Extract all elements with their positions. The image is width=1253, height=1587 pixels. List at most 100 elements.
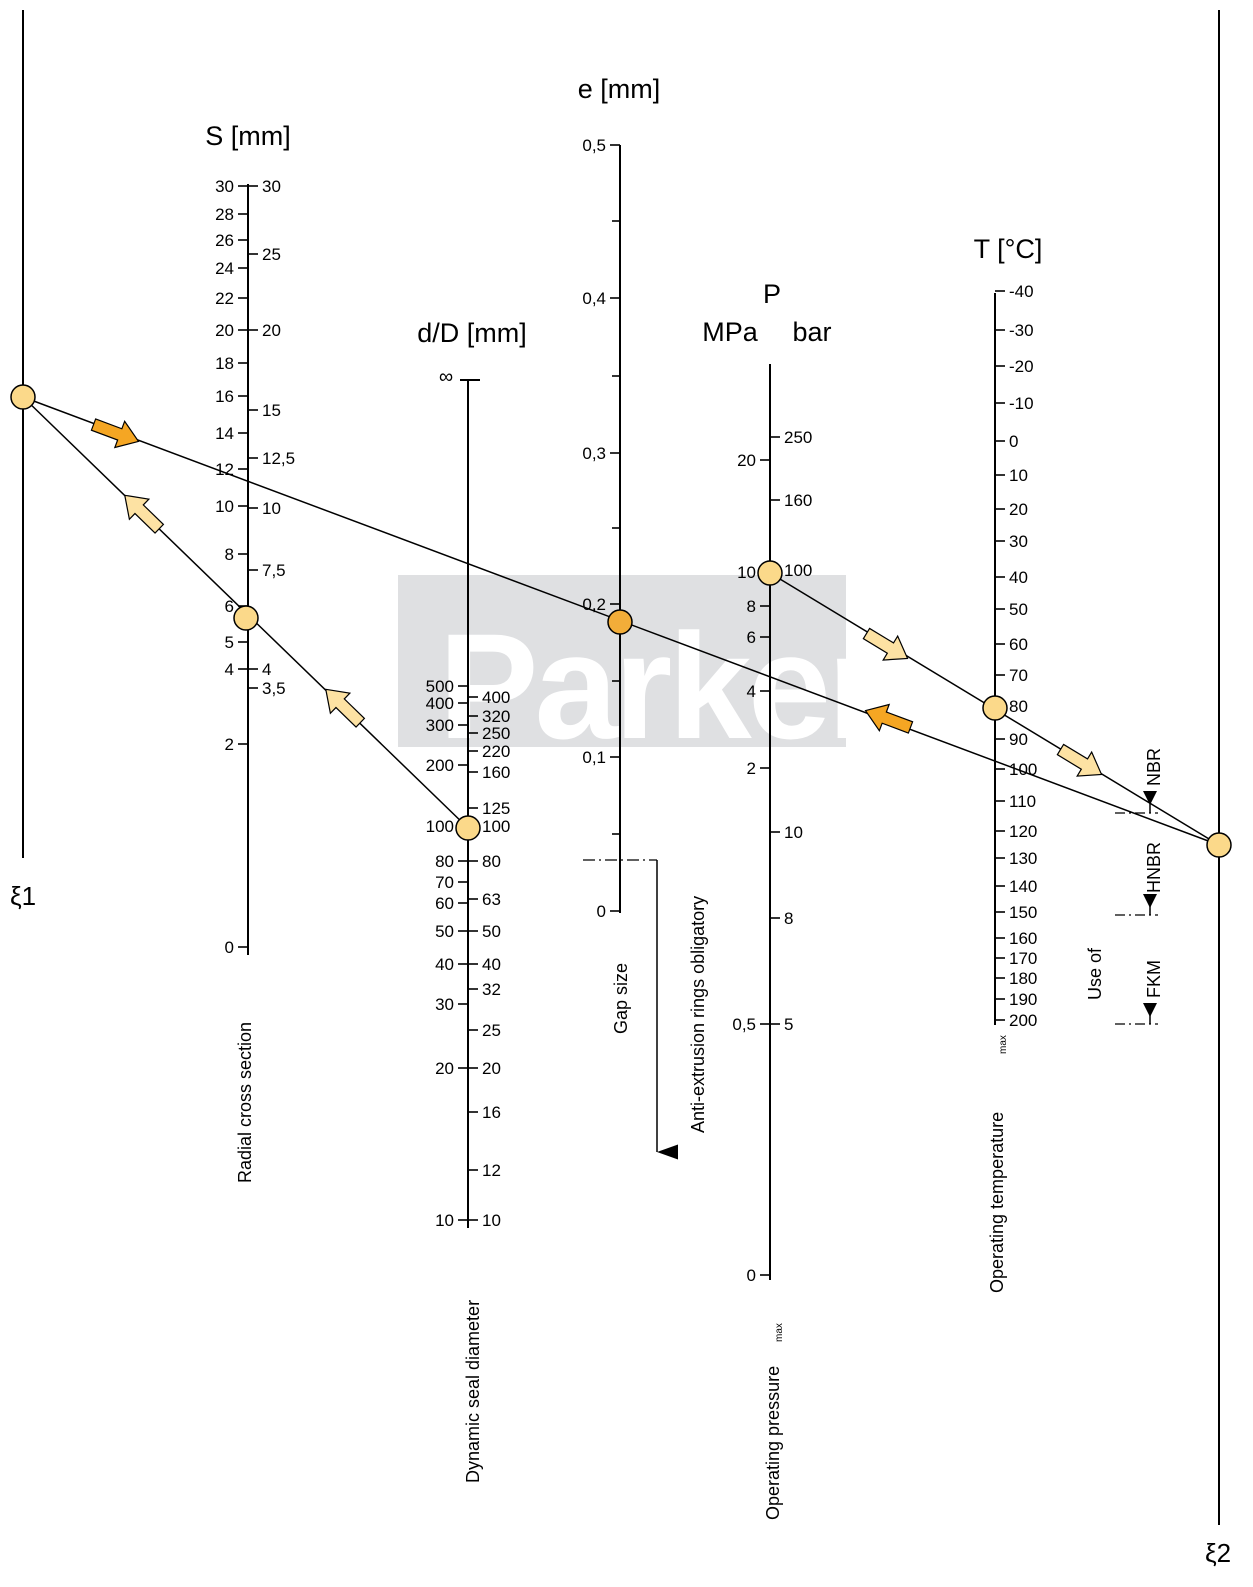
e-tick-label: 0,1 — [582, 748, 606, 767]
t-tick-label: 40 — [1009, 568, 1028, 587]
t-tick-label: 180 — [1009, 969, 1037, 988]
p-caption-text: Operating pressure — [763, 1366, 783, 1520]
fkm-label: FKM — [1144, 960, 1164, 998]
t-tick-label: -20 — [1009, 357, 1034, 376]
t-tick-label: 130 — [1009, 849, 1037, 868]
dd-left-tick-label: 20 — [435, 1059, 454, 1078]
t-tick-label: 200 — [1009, 1011, 1037, 1030]
s-left-tick-label: 10 — [215, 497, 234, 516]
dd-left-tick-label: 40 — [435, 955, 454, 974]
p-left-tick-label: 6 — [747, 628, 756, 647]
t-tick-label: 70 — [1009, 666, 1028, 685]
s-scale-title: S [mm] — [205, 121, 291, 151]
t-tick-label: 90 — [1009, 730, 1028, 749]
p-right-tick-label: 100 — [784, 561, 812, 580]
s-left-tick-label: 2 — [225, 735, 234, 754]
p-right-tick-label: 5 — [784, 1015, 793, 1034]
t-scale-title: T [°C] — [974, 234, 1043, 264]
e-tick-label: 0,4 — [582, 289, 606, 308]
xi2-label: ξ2 — [1205, 1538, 1231, 1568]
p-left-tick-label: 4 — [747, 682, 756, 701]
p-left-tick-label: 2 — [747, 759, 756, 778]
dd-left-tick-label: 400 — [426, 694, 454, 713]
arrow-right-icon — [90, 418, 140, 449]
p-caption-sub: max — [774, 1323, 785, 1342]
t-tick-label: -10 — [1009, 394, 1034, 413]
s-right-tick-label: 10 — [262, 499, 281, 518]
dd-right-tick-label: 50 — [482, 922, 501, 941]
dd-right-tick-label: 16 — [482, 1103, 501, 1122]
s-left-tick-label: 0 — [225, 938, 234, 957]
extrusion-note: Anti-extrusion rings obligatory — [688, 896, 708, 1133]
node-xi1 — [10, 384, 36, 410]
dd-left-tick-label: 10 — [435, 1211, 454, 1230]
dd-infinity-mark: ∞ — [439, 366, 453, 388]
dd-right-tick-label: 125 — [482, 799, 510, 818]
dd-left-tick-label: 500 — [426, 677, 454, 696]
dd-left-tick-label: 100 — [426, 817, 454, 836]
s-right-tick-label: 15 — [262, 401, 281, 420]
dd-right-tick-label: 63 — [482, 890, 501, 909]
arrow-down-right-icon — [862, 627, 909, 661]
p-left-tick-label: 10 — [737, 563, 756, 582]
node-xi2 — [1206, 832, 1232, 858]
t-tick-label: 50 — [1009, 600, 1028, 619]
arrow-up-left-icon — [325, 688, 366, 728]
s-left-tick-label: 28 — [215, 205, 234, 224]
node-e — [607, 609, 633, 635]
e-tick-label: 0,3 — [582, 444, 606, 463]
dd-right-tick-label: 20 — [482, 1059, 501, 1078]
s-right-tick-label: 3,5 — [262, 679, 286, 698]
watermark-panel — [398, 575, 846, 747]
dd-left-tick-label: 60 — [435, 894, 454, 913]
p-left-tick-label: 8 — [747, 597, 756, 616]
arrow-up-left-icon — [124, 494, 165, 534]
dd-right-tick-label: 250 — [482, 724, 510, 743]
p-unit-mpa: MPa — [702, 317, 759, 347]
t-tick-label: 150 — [1009, 903, 1037, 922]
arrow-left-icon — [864, 703, 914, 734]
t-tick-label: 170 — [1009, 949, 1037, 968]
dd-left-tick-label: 30 — [435, 995, 454, 1014]
dd-left-tick-label: 200 — [426, 756, 454, 775]
s-scale-caption: Radial cross section — [235, 1022, 255, 1183]
s-right-tick-label: 20 — [262, 321, 281, 340]
dd-scale-caption: Dynamic seal diameter — [463, 1300, 483, 1483]
t-tick-label: 120 — [1009, 822, 1037, 841]
t-tick-label: 80 — [1009, 697, 1028, 716]
s-right-tick-label: 25 — [262, 245, 281, 264]
t-tick-label: 60 — [1009, 635, 1028, 654]
t-scale: T [°C] -40-30-20-10010203040506070809010… — [974, 234, 1043, 1293]
s-left-tick-label: 14 — [215, 424, 234, 443]
s-left-tick-label: 24 — [215, 259, 234, 278]
dd-scale: d/D [mm] ∞ 50040030020010080706050403020… — [417, 318, 527, 1483]
s-left-tick-label: 4 — [225, 660, 234, 679]
material-ranges: Use of NBR HNBR FKM — [1085, 748, 1164, 1025]
s-left-tick-label: 18 — [215, 354, 234, 373]
t-scale-caption: Operating temperature max — [987, 1035, 1009, 1293]
s-left-tick-label: 22 — [215, 289, 234, 308]
s-right-tick-label: 4 — [262, 660, 271, 679]
e-scale-caption: Gap size — [611, 963, 631, 1034]
node-p — [757, 560, 783, 586]
t-tick-label: -40 — [1009, 282, 1034, 301]
s-left-tick-label: 26 — [215, 231, 234, 250]
t-tick-label: 10 — [1009, 466, 1028, 485]
p-left-tick-label: 0 — [747, 1266, 756, 1285]
p-right-tick-label: 160 — [784, 491, 812, 510]
dd-right-tick-label: 25 — [482, 1021, 501, 1040]
dd-right-tick-label: 220 — [482, 742, 510, 761]
t-tick-label: 160 — [1009, 929, 1037, 948]
s-right-tick-label: 7,5 — [262, 561, 286, 580]
nodes — [10, 384, 1232, 858]
node-t — [982, 695, 1008, 721]
t-tick-label: -30 — [1009, 321, 1034, 340]
nbr-label: NBR — [1144, 748, 1164, 786]
s-left-tick-label: 8 — [225, 545, 234, 564]
parker-watermark: Parker — [398, 575, 888, 770]
direction-arrows — [90, 418, 1103, 777]
p-scale-title: P — [763, 279, 781, 309]
e-scale: e [mm] 0,50,40,30,20,10 Gap size Anti-ex… — [578, 74, 708, 1160]
p-scale-caption: Operating pressure max — [763, 1323, 785, 1520]
dd-left-tick-label: 70 — [435, 873, 454, 892]
